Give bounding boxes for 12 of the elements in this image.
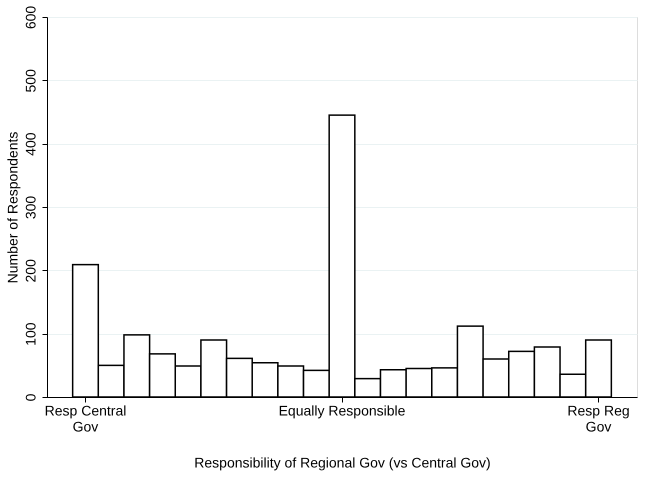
y-tick-label: 600 — [22, 6, 38, 30]
y-tick-label: 500 — [22, 68, 38, 93]
x-tick-label: Resp Reg Gov — [567, 402, 630, 434]
x-axis-title: Responsibility of Regional Gov (vs Central Gov) — [194, 454, 491, 470]
y-tick-label: 0 — [22, 393, 38, 402]
y-tick-label: 100 — [22, 322, 38, 346]
y-tick-label: 300 — [22, 196, 38, 220]
x-tick-label: Resp Central Gov — [44, 402, 126, 434]
y-tick-label: 400 — [22, 132, 38, 156]
y-axis-title: Number of Respondents — [4, 132, 20, 284]
y-tick-label: 200 — [22, 258, 38, 283]
x-tick-label: Equally Responsible — [278, 402, 406, 418]
